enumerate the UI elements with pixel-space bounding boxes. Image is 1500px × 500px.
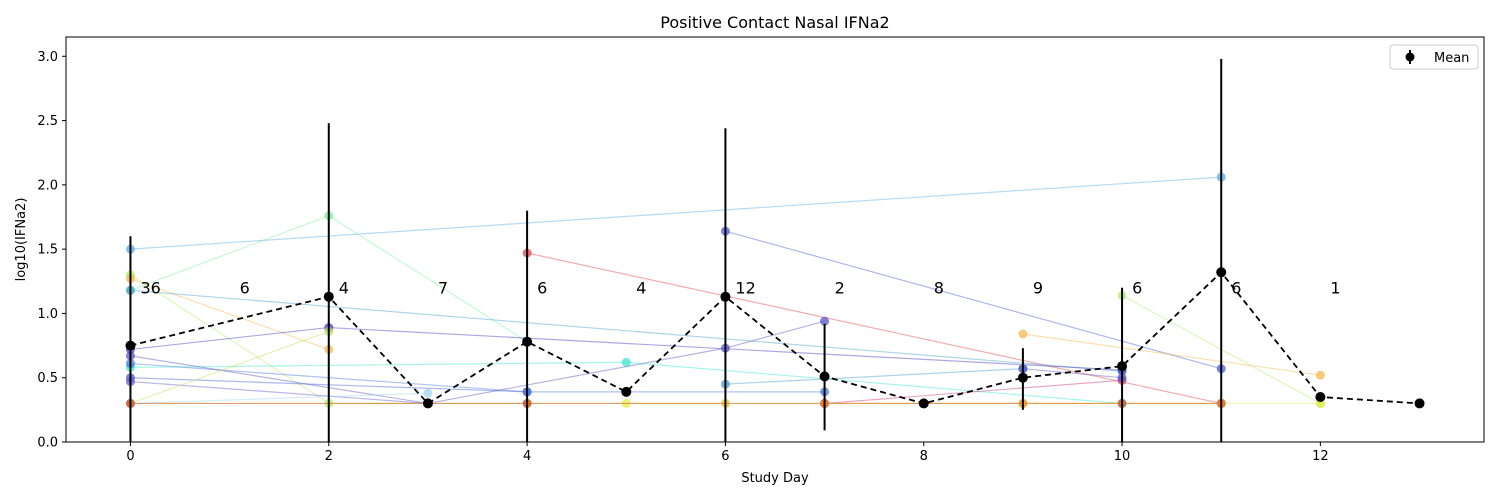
mean-point	[1216, 267, 1227, 278]
count-label: 36	[140, 279, 160, 298]
x-tick-label: 12	[1312, 449, 1329, 464]
subject-series	[125, 172, 1226, 254]
mean-point	[621, 386, 632, 397]
mean-point	[1017, 372, 1028, 383]
x-tick-label: 4	[523, 449, 531, 464]
count-label: 7	[438, 279, 448, 298]
count-label: 8	[934, 279, 944, 298]
subject-point	[621, 357, 631, 367]
y-tick-label: 1.5	[37, 243, 58, 258]
subject-series	[125, 388, 433, 408]
subject-line	[130, 362, 825, 393]
y-tick-label: 3.0	[37, 50, 58, 65]
legend-mean-label: Mean	[1434, 51, 1469, 66]
chart-title: Positive Contact Nasal IFNa2	[660, 13, 889, 32]
subject-point	[1018, 329, 1028, 339]
subject-series	[125, 316, 830, 408]
legend-mean-marker	[1405, 52, 1415, 62]
subject-series	[1018, 329, 1325, 380]
subject-line	[824, 379, 1123, 405]
plot-frame	[65, 36, 1485, 443]
subject-line	[130, 278, 329, 350]
mean-point	[1414, 398, 1425, 409]
subject-line	[1022, 333, 1321, 376]
subject-line	[1022, 368, 1123, 379]
mean-point	[1315, 392, 1326, 402]
mean-line	[130, 270, 1420, 405]
count-label: 6	[1231, 279, 1241, 298]
subject-line	[130, 380, 428, 405]
mean-point	[720, 291, 731, 302]
subject-line	[130, 289, 1123, 372]
subject-point	[621, 398, 631, 408]
subject-line	[130, 392, 428, 405]
mean-point	[918, 398, 929, 409]
subject-series	[720, 364, 1028, 389]
subject-line	[725, 230, 1222, 370]
mean-point	[522, 336, 533, 347]
subject-series	[125, 359, 830, 397]
subject-line	[130, 176, 1222, 250]
count-label: 6	[1132, 279, 1142, 298]
subject-line	[526, 252, 1222, 405]
mean-point	[125, 340, 136, 351]
count-label: 6	[537, 279, 547, 298]
subject-point	[820, 316, 830, 326]
x-tick-label: 2	[325, 449, 333, 464]
legend: Mean	[1389, 44, 1479, 70]
count-label: 2	[835, 279, 845, 298]
y-tick-label: 2.0	[37, 178, 58, 193]
count-label: 9	[1033, 279, 1043, 298]
x-tick-label: 6	[721, 449, 729, 464]
x-tick-label: 8	[920, 449, 928, 464]
count-labels: 36 6 4 7 6 4 12 2 8 9 6 6 1	[140, 279, 1340, 298]
subject-line	[130, 330, 329, 404]
mean-series-layer	[125, 267, 1425, 409]
count-label: 4	[339, 279, 349, 298]
y-tick-label: 0.5	[37, 371, 58, 386]
y-axis-label: log10(IFNa2)	[14, 198, 29, 282]
axis-ticks: 0 2 4 6 8 10 12 0.0 0.5 1.0 1.5 2.0 2.5 3.0	[37, 50, 1328, 464]
x-tick-label: 0	[126, 449, 134, 464]
subject-point	[423, 388, 433, 398]
mean-point	[422, 398, 433, 409]
y-tick-label: 0.0	[37, 436, 58, 451]
count-label: 6	[240, 279, 250, 298]
subject-line	[725, 368, 1023, 385]
subject-line	[130, 320, 825, 405]
count-label: 4	[636, 279, 646, 298]
y-tick-label: 2.5	[37, 114, 58, 129]
subject-point	[1315, 370, 1325, 380]
count-label: 1	[1330, 279, 1340, 298]
count-label: 12	[735, 279, 755, 298]
y-tick-label: 1.0	[37, 307, 58, 322]
mean-point	[819, 371, 830, 382]
mean-point	[1117, 361, 1128, 372]
mean-point	[323, 291, 334, 302]
x-axis-label: Study Day	[741, 471, 809, 486]
plot-area: 0 2 4 6 8 10 120.00.51.01.52.02.53.0 36 6 4 7 6 4 12…	[37, 36, 1485, 464]
mean-errorbars	[129, 58, 1223, 442]
legend-box	[1389, 44, 1479, 70]
x-tick-label: 10	[1114, 449, 1131, 464]
